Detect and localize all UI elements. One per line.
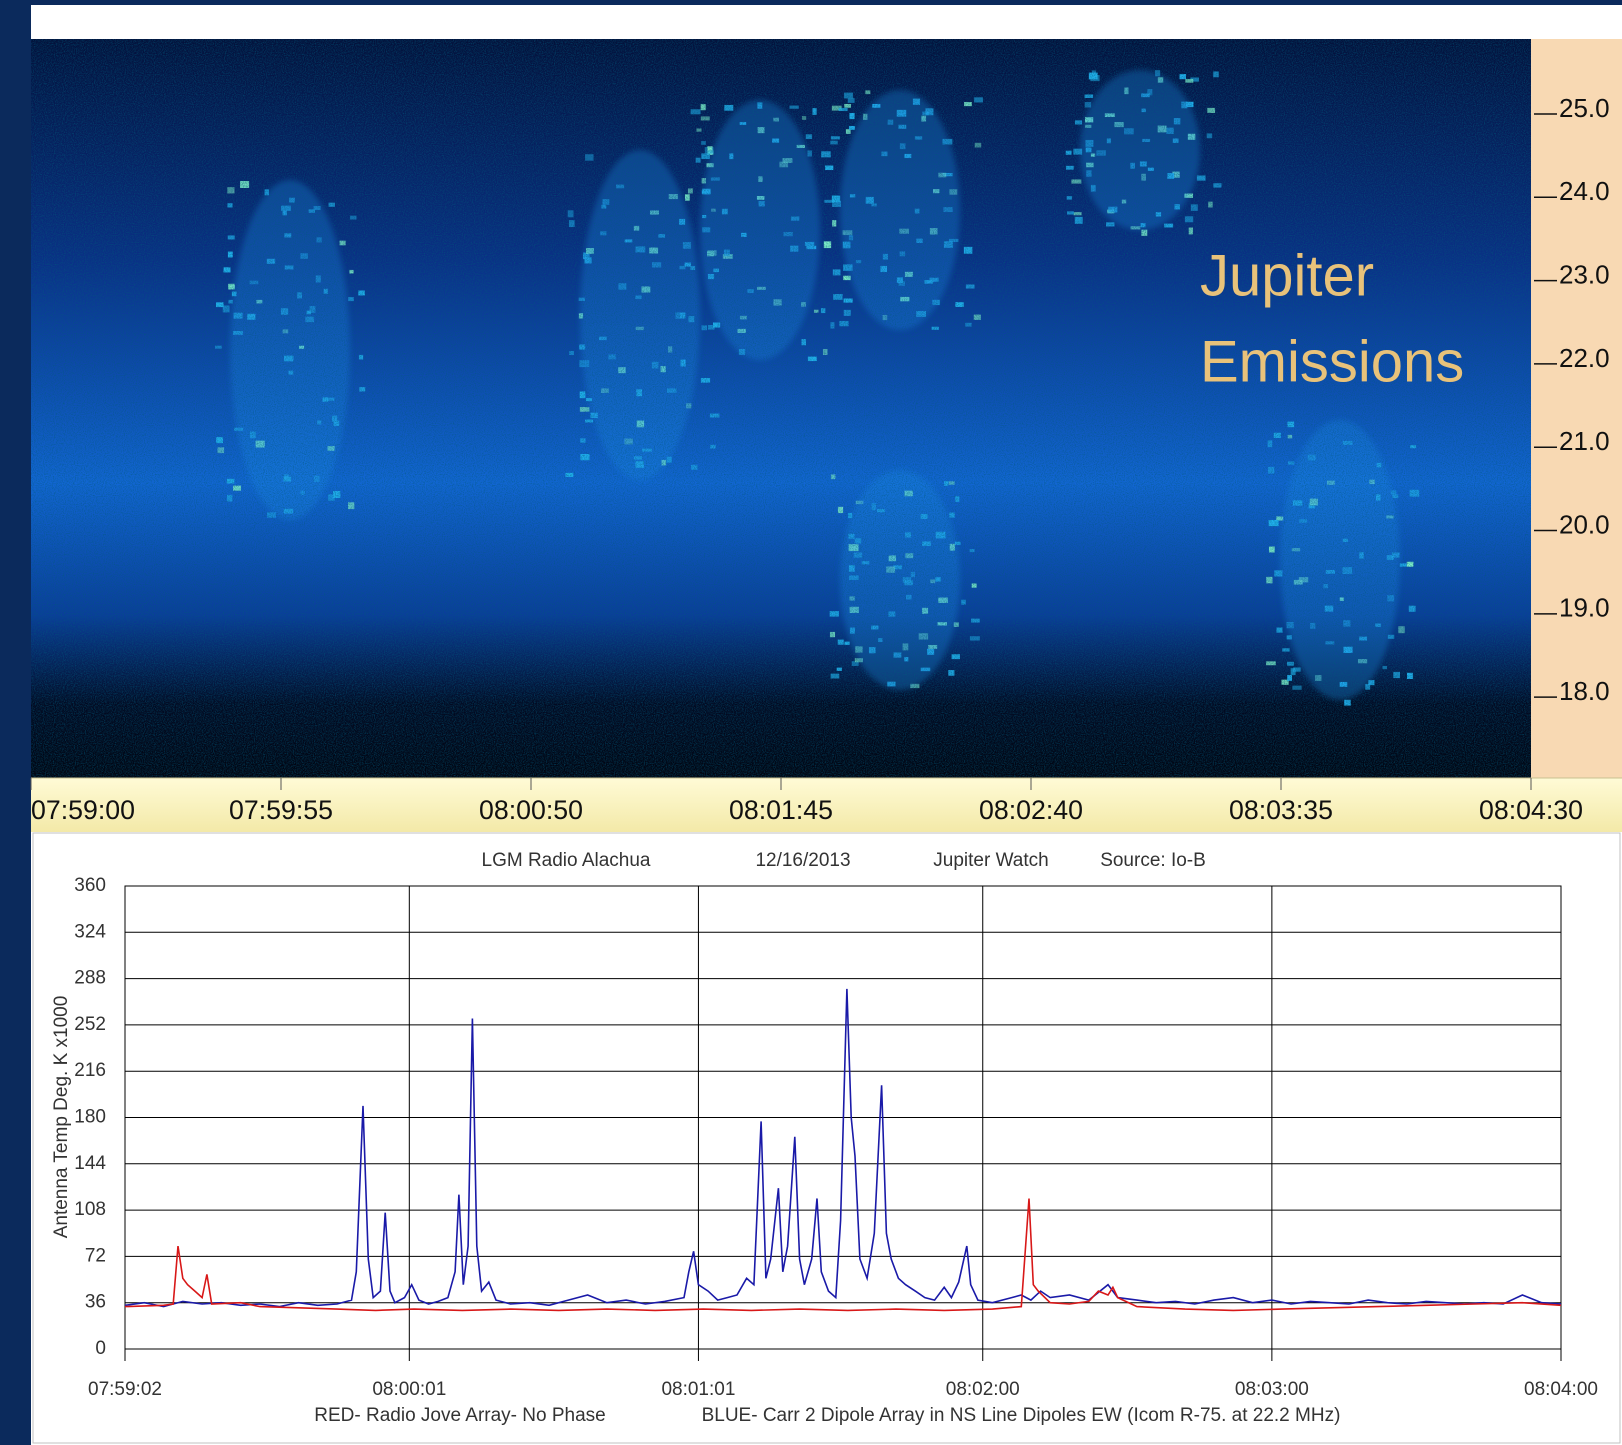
chart-panel	[32, 832, 1621, 1444]
chart-header: Source: Io-B	[1100, 850, 1206, 871]
plot-frame	[124, 885, 1562, 1350]
y-tick-label: 108	[74, 1199, 106, 1220]
frequency-label: 20.0	[1559, 509, 1610, 539]
time-label: 08:03:35	[1229, 795, 1333, 825]
y-tick-label: 180	[74, 1107, 106, 1128]
annotation: Jupiter	[1200, 243, 1374, 308]
frequency-label: 19.0	[1559, 593, 1610, 623]
frequency-label: 21.0	[1559, 426, 1610, 456]
series-caption: BLUE- Carr 2 Dipole Array in NS Line Dip…	[702, 1405, 1341, 1426]
y-tick-label: 360	[74, 875, 106, 896]
y-axis-label: Antenna Temp Deg. K x1000	[51, 996, 72, 1239]
annotation: Emissions	[1200, 329, 1464, 394]
time-label: 07:59:00	[31, 795, 135, 825]
time-label: 08:02:40	[979, 795, 1083, 825]
chart-header: LGM Radio Alachua	[482, 850, 651, 871]
x-tick-label: 08:04:00	[1524, 1379, 1598, 1400]
y-tick-label: 288	[74, 968, 106, 989]
frequency-label: 23.0	[1559, 259, 1610, 289]
x-tick-label: 08:01:01	[661, 1379, 735, 1400]
frequency-panel	[1531, 39, 1622, 778]
y-tick-label: 216	[74, 1060, 106, 1081]
frequency-label: 25.0	[1559, 93, 1610, 123]
y-tick-label: 324	[74, 921, 106, 942]
series-caption: RED- Radio Jove Array- No Phase	[314, 1405, 605, 1426]
chart-header: 12/16/2013	[755, 850, 850, 871]
time-label: 08:01:45	[729, 795, 833, 825]
y-tick-label: 36	[85, 1292, 106, 1313]
frequency-label: 22.0	[1559, 343, 1610, 373]
time-label: 08:00:50	[479, 795, 583, 825]
frequency-label: 24.0	[1559, 176, 1610, 206]
y-tick-label: 144	[74, 1153, 106, 1174]
time-label: 07:59:55	[229, 795, 333, 825]
series-line	[124, 988, 1562, 1308]
x-tick-label: 07:59:02	[88, 1379, 162, 1400]
x-tick-label: 08:00:01	[372, 1379, 446, 1400]
spectrogram	[31, 39, 1531, 778]
y-tick-label: 0	[95, 1338, 106, 1359]
x-tick-label: 08:03:00	[1235, 1379, 1309, 1400]
time-label: 08:04:30	[1479, 795, 1583, 825]
y-tick-label: 72	[85, 1245, 106, 1266]
series-line	[124, 1198, 1562, 1312]
spectrogram-noise	[31, 39, 1531, 778]
frequency-label: 18.0	[1559, 676, 1610, 706]
x-tick-label: 08:02:00	[946, 1379, 1020, 1400]
chart-header: Jupiter Watch	[933, 850, 1048, 871]
time-band	[31, 778, 1622, 832]
y-tick-label: 252	[74, 1014, 106, 1035]
